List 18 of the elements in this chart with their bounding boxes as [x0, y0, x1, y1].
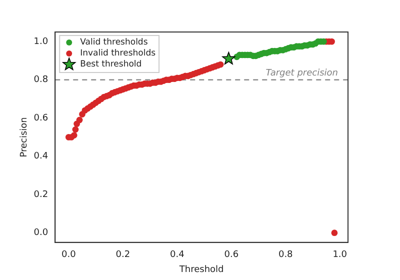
y-tick-label: 0.0 — [34, 228, 48, 238]
x-tick-label: 0.8 — [278, 250, 294, 260]
legend-label: Best threshold — [80, 60, 142, 70]
x-tick-label: 0.4 — [170, 250, 185, 260]
y-tick-label: 0.2 — [34, 190, 48, 200]
y-tick-label: 0.6 — [34, 113, 48, 124]
ref-line-label: Target precision — [266, 68, 338, 79]
y-tick-label: 0.4 — [34, 152, 48, 162]
x-tick-label: 0.6 — [224, 250, 239, 260]
y-axis-title: Precision — [20, 117, 30, 158]
legend-label: Valid thresholds — [80, 38, 148, 48]
y-tick-label: 0.8 — [34, 75, 48, 86]
y-tick-label: 1.0 — [34, 36, 48, 47]
x-axis-title: Threshold — [178, 264, 224, 275]
x-tick-label: 1.0 — [332, 250, 348, 260]
x-tick-label: 0.0 — [62, 250, 76, 260]
legend-label: Invalid thresholds — [80, 48, 156, 59]
x-tick-label: 0.2 — [116, 250, 130, 260]
